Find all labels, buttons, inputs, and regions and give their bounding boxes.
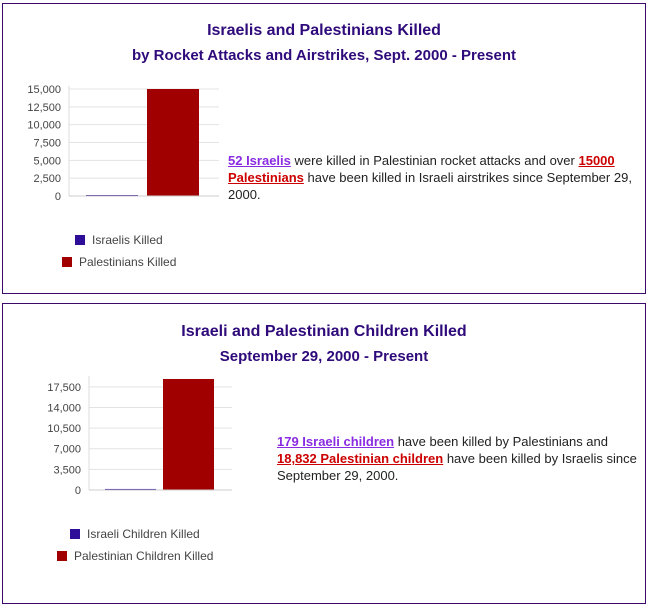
y-tick-label: 14,000: [47, 402, 81, 414]
y-tick-label: 15,000: [27, 84, 61, 96]
chart-panel-2: Israeli and Palestinian Children Killed …: [2, 303, 646, 604]
legend-label: Palestinian Children Killed: [74, 549, 214, 563]
legend-item: Israelis Killed: [75, 229, 176, 251]
bar-palestine: [163, 379, 214, 490]
description-part: have been killed in Israeli airstrikes s…: [228, 170, 632, 202]
bar-chart: 0 3,500 7,000 10,500 14,000 17,500: [47, 376, 232, 497]
chart-title: Israelis and Palestinians Killed: [207, 22, 441, 39]
y-tick-label: 0: [75, 485, 81, 497]
y-tick-label: 17,500: [47, 382, 81, 394]
bar-chart: 0 2,500 5,000 7,500 10,000 12,500 15,000: [27, 84, 219, 203]
description-text: 52 Israelis were killed in Palestinian r…: [228, 152, 636, 203]
chart-title: Israeli and Palestinian Children Killed: [181, 323, 467, 340]
israeli-children-link[interactable]: 179 Israeli children: [277, 434, 395, 449]
chart-legend: Israelis Killed Palestinians Killed: [62, 229, 176, 273]
bar-palestine: [147, 89, 199, 196]
y-tick-label: 2,500: [33, 173, 61, 185]
legend-label: Palestinians Killed: [79, 255, 177, 269]
y-tick-label: 3,500: [53, 464, 81, 476]
legend-label: Israelis Killed: [92, 233, 163, 247]
legend-swatch: [75, 235, 85, 245]
y-tick-label: 10,500: [47, 423, 81, 435]
legend-item: Israeli Children Killed: [70, 523, 213, 545]
chart-panel-1: Israelis and Palestinians Killed by Rock…: [2, 3, 646, 294]
bar-israel: [105, 488, 156, 490]
chart-subtitle: September 29, 2000 - Present: [219, 348, 429, 365]
y-tick-label: 0: [55, 191, 61, 203]
description-part: have been killed by Palestinians and: [394, 434, 609, 449]
y-tick-label: 12,500: [27, 102, 61, 114]
y-tick-label: 7,500: [33, 138, 61, 150]
palestinians-link[interactable]: 15000 Palestinians: [228, 153, 615, 185]
palestinian-children-link[interactable]: 18,832 Palestinian children: [277, 451, 444, 466]
legend-label: Israeli Children Killed: [87, 527, 200, 541]
description-part: have been killed by Israelis since Septe…: [277, 451, 637, 483]
legend-item: Palestinian Children Killed: [57, 545, 213, 567]
legend-swatch: [57, 551, 67, 561]
chart-subtitle: by Rocket Attacks and Airstrikes, Sept. …: [131, 47, 517, 64]
legend-swatch: [62, 257, 72, 267]
description-text: 179 Israeli children have been killed by…: [277, 433, 637, 484]
chart-legend: Israeli Children Killed Palestinian Chil…: [57, 523, 213, 567]
y-tick-label: 10,000: [27, 120, 61, 132]
israelis-link[interactable]: 52 Israelis: [228, 153, 291, 168]
description-part: were killed in Palestinian rocket attack…: [290, 153, 579, 168]
y-tick-label: 5,000: [33, 155, 61, 167]
legend-swatch: [70, 529, 80, 539]
legend-item: Palestinians Killed: [62, 251, 176, 273]
y-tick-label: 7,000: [53, 444, 81, 456]
